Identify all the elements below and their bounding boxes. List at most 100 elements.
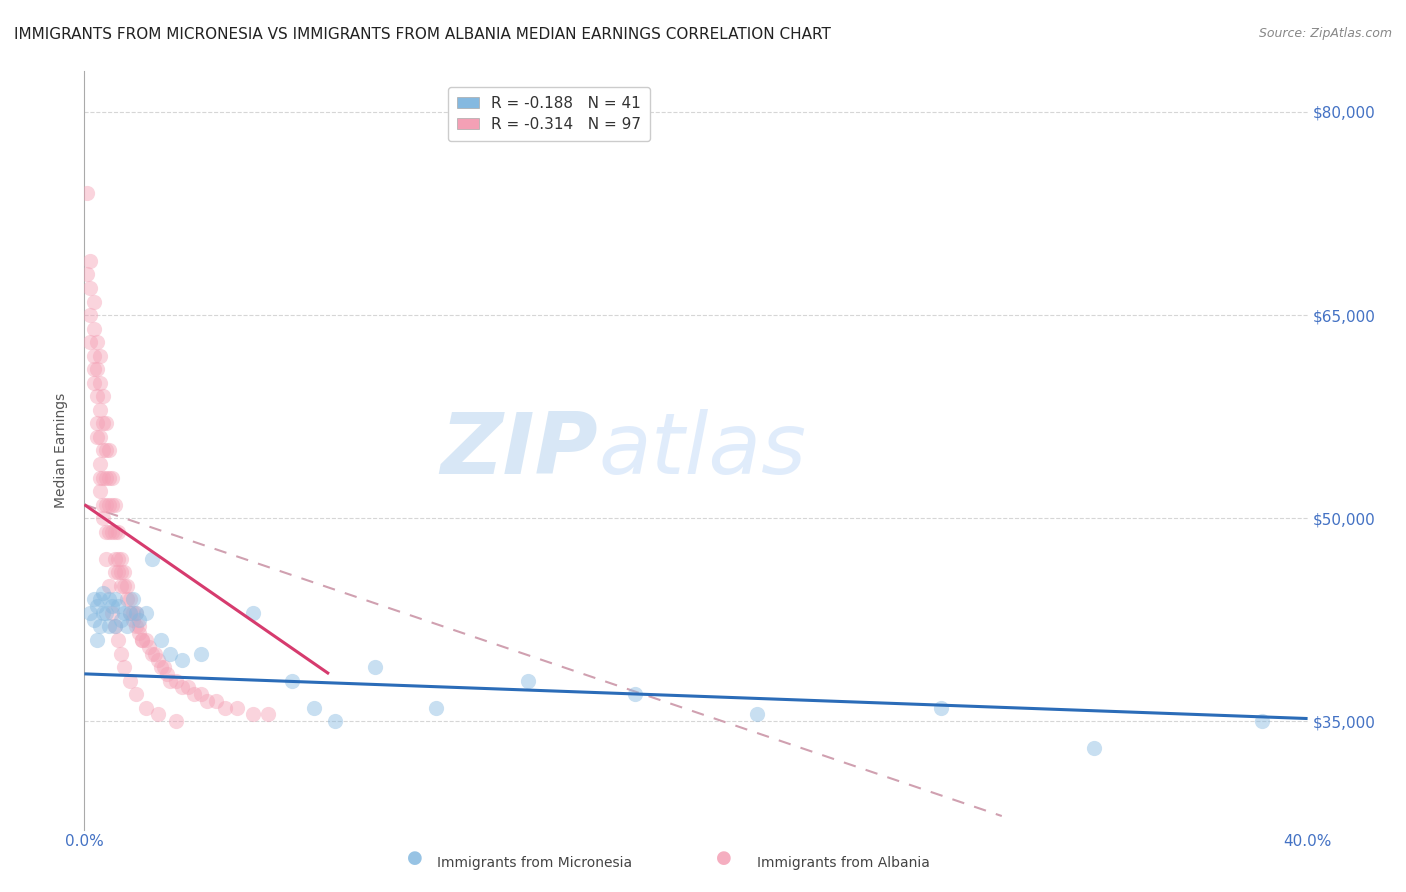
Point: [107, 633, 129, 648]
Point: [104, 592, 127, 607]
Point: [214, 700, 236, 714]
Point: [104, 619, 127, 633]
Point: [104, 498, 127, 512]
Point: [91, 389, 114, 403]
Point: [135, 700, 157, 714]
Point: [135, 606, 157, 620]
Point: [94, 417, 117, 431]
Point: [76, 268, 98, 282]
Point: [1250, 714, 1272, 729]
Point: [122, 613, 145, 627]
Point: [122, 592, 145, 607]
Point: [146, 707, 169, 722]
Point: [83, 592, 105, 607]
Point: [89, 592, 111, 607]
Point: [107, 524, 129, 539]
Point: [94, 470, 117, 484]
Point: [94, 524, 117, 539]
Text: Immigrants from Micronesia: Immigrants from Micronesia: [437, 855, 631, 870]
Point: [364, 660, 387, 674]
Legend: R = -0.188   N = 41, R = -0.314   N = 97: R = -0.188 N = 41, R = -0.314 N = 97: [449, 87, 650, 141]
Point: [110, 647, 132, 661]
Text: Source: ZipAtlas.com: Source: ZipAtlas.com: [1258, 27, 1392, 40]
Point: [89, 470, 111, 484]
Point: [226, 700, 249, 714]
Point: [115, 592, 138, 607]
Point: [83, 613, 105, 627]
Point: [120, 606, 142, 620]
Point: [107, 566, 129, 580]
Point: [159, 647, 181, 661]
Point: [190, 647, 212, 661]
Point: [115, 579, 138, 593]
Point: [257, 707, 280, 722]
Point: [125, 606, 148, 620]
Point: [104, 524, 127, 539]
Point: [242, 707, 264, 722]
Point: [112, 606, 135, 620]
Point: [1083, 741, 1105, 756]
Point: [149, 660, 172, 674]
Point: [101, 606, 124, 620]
Point: [89, 484, 111, 499]
Point: [149, 633, 172, 648]
Point: [242, 606, 264, 620]
Text: IMMIGRANTS FROM MICRONESIA VS IMMIGRANTS FROM ALBANIA MEDIAN EARNINGS CORRELATIO: IMMIGRANTS FROM MICRONESIA VS IMMIGRANTS…: [14, 27, 831, 42]
Point: [128, 619, 150, 633]
Point: [101, 524, 124, 539]
Point: [83, 376, 105, 390]
Point: [89, 349, 111, 363]
Point: [97, 524, 120, 539]
Text: Immigrants from Albania: Immigrants from Albania: [758, 855, 929, 870]
Point: [76, 186, 98, 201]
Point: [131, 633, 153, 648]
Point: [165, 673, 187, 688]
Point: [120, 592, 142, 607]
Point: [281, 673, 304, 688]
Point: [125, 619, 148, 633]
Point: [425, 700, 447, 714]
Point: [141, 551, 163, 566]
Point: [112, 566, 135, 580]
Text: ZIP: ZIP: [440, 409, 598, 492]
Point: [195, 694, 218, 708]
Point: [115, 619, 138, 633]
Point: [153, 660, 176, 674]
Point: [86, 430, 108, 444]
Point: [104, 566, 127, 580]
Point: [141, 647, 163, 661]
Point: [86, 599, 108, 614]
Y-axis label: Median Earnings: Median Earnings: [55, 392, 69, 508]
Point: [747, 707, 769, 722]
Point: [97, 592, 120, 607]
Point: [143, 647, 166, 661]
Point: [112, 660, 135, 674]
Point: [110, 551, 132, 566]
Point: [323, 714, 346, 729]
Point: [624, 687, 647, 701]
Point: [91, 498, 114, 512]
Point: [177, 681, 200, 695]
Point: [138, 640, 160, 654]
Point: [929, 700, 952, 714]
Point: [89, 619, 111, 633]
Point: [120, 673, 142, 688]
Point: [104, 551, 127, 566]
Point: [101, 470, 124, 484]
Point: [107, 599, 129, 614]
Point: [110, 613, 132, 627]
Point: [97, 443, 120, 458]
Point: [79, 606, 101, 620]
Point: [110, 566, 132, 580]
Point: [79, 335, 101, 350]
Point: [165, 714, 187, 729]
Point: [79, 281, 101, 295]
Point: [205, 694, 228, 708]
Point: [89, 376, 111, 390]
Point: [83, 321, 105, 335]
Point: [91, 470, 114, 484]
Point: [125, 606, 148, 620]
Point: [94, 498, 117, 512]
Point: [91, 417, 114, 431]
Point: [131, 633, 153, 648]
